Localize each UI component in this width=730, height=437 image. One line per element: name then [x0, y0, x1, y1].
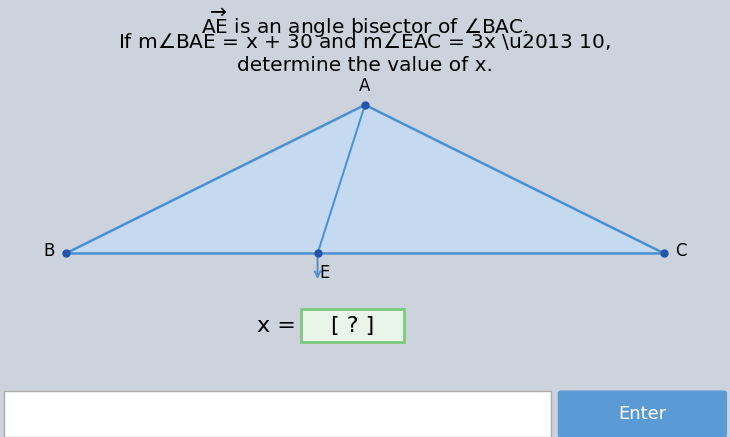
Text: [ ? ]: [ ? ]: [331, 316, 374, 336]
Text: x =: x =: [257, 316, 303, 336]
Text: If m$\angle$BAE = x + 30 and m$\angle$EAC = 3x \u2013 10,: If m$\angle$BAE = x + 30 and m$\angle$EA…: [118, 31, 612, 52]
Text: E: E: [320, 264, 330, 282]
FancyBboxPatch shape: [4, 391, 551, 437]
FancyBboxPatch shape: [301, 309, 404, 342]
Text: determine the value of x.: determine the value of x.: [237, 56, 493, 75]
Text: A: A: [359, 77, 371, 95]
Text: Enter: Enter: [618, 405, 666, 423]
Text: C: C: [675, 242, 687, 260]
FancyBboxPatch shape: [558, 391, 726, 437]
Text: B: B: [43, 242, 55, 260]
Polygon shape: [66, 105, 664, 253]
Text: $\overrightarrow{\mathrm{AE}}$ is an angle bisector of $\angle$BAC.: $\overrightarrow{\mathrm{AE}}$ is an ang…: [201, 7, 529, 40]
